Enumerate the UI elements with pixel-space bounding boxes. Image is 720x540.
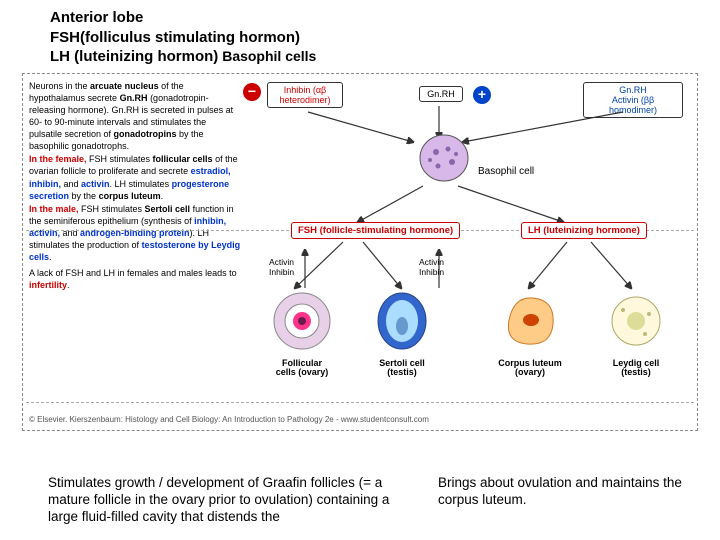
tc-3a: In the male, bbox=[29, 204, 79, 214]
slide-header: Anterior lobe FSH(folliculus stimulating… bbox=[0, 0, 720, 73]
tc-3c: Sertoli cell bbox=[145, 204, 191, 214]
header-line-1: Anterior lobe bbox=[50, 8, 670, 28]
c1b: cells (ovary) bbox=[276, 367, 329, 377]
tc-2l: . bbox=[161, 191, 164, 201]
tc-2k: corpus luteum bbox=[99, 191, 161, 201]
tc-2c: follicular cells bbox=[153, 154, 213, 164]
footer-left: Stimulates growth / development of Graaf… bbox=[48, 475, 408, 526]
basophil-cell-icon bbox=[418, 132, 470, 184]
inhibin-label-2: Inhibin bbox=[419, 268, 444, 277]
credit-text: © Elsevier. Kierszenbaum: Histology and … bbox=[29, 415, 429, 424]
c1a: Follicular bbox=[282, 358, 322, 368]
leydig-cell-icon: Leydig cell(testis) bbox=[599, 290, 673, 370]
inhibin-label-1: Inhibin bbox=[269, 268, 294, 277]
header-line-3a: LH (luteinizing hormon) bbox=[50, 48, 218, 65]
c3a: Corpus luteum bbox=[498, 358, 562, 368]
c3b: (ovary) bbox=[515, 367, 545, 377]
minus-icon: − bbox=[243, 83, 261, 101]
header-line-2: FSH(folliculus stimulating hormon) bbox=[50, 28, 670, 48]
activin-label-2: Activin bbox=[419, 258, 444, 267]
c4a: Leydig cell bbox=[613, 358, 660, 368]
tc-1a: Neurons in the bbox=[29, 81, 90, 91]
tc-2g: activin bbox=[81, 179, 110, 189]
dashed-divider-2 bbox=[26, 402, 694, 403]
arrows-top bbox=[263, 82, 693, 232]
credit-row: © Elsevier. Kierszenbaum: Histology and … bbox=[29, 415, 691, 424]
explanatory-text: Neurons in the arcuate nucleus of the hy… bbox=[29, 80, 241, 292]
tc-3b: FSH stimulates bbox=[79, 204, 145, 214]
tc-2a: In the female, bbox=[29, 154, 87, 164]
tc-1f: gonadotropins bbox=[114, 129, 177, 139]
tc-3j: . bbox=[49, 252, 52, 262]
diagram-container: Neurons in the arcuate nucleus of the hy… bbox=[22, 73, 698, 431]
header-line-3: LH (luteinizing hormon) Basophil cells bbox=[50, 47, 670, 67]
tc-4a: A lack of FSH and LH in females and male… bbox=[29, 268, 237, 278]
sertoli-cell-icon: Sertoli cell(testis) bbox=[365, 290, 439, 370]
header-line-3b: Basophil cells bbox=[218, 48, 316, 64]
tc-4b: infertility bbox=[29, 280, 67, 290]
tc-2h: . LH stimulates bbox=[110, 179, 172, 189]
corpus-luteum-icon: Corpus luteum(ovary) bbox=[493, 290, 567, 370]
footer-captions: Stimulates growth / development of Graaf… bbox=[48, 475, 714, 526]
footer-right: Brings about ovulation and maintains the… bbox=[438, 475, 688, 526]
tc-1d: Gn.RH bbox=[120, 93, 148, 103]
tc-2b: FSH stimulates bbox=[87, 154, 153, 164]
tc-4c: . bbox=[67, 280, 70, 290]
tc-1b: arcuate nucleus bbox=[90, 81, 159, 91]
c2a: Sertoli cell bbox=[379, 358, 425, 368]
tc-2j: by the bbox=[69, 191, 99, 201]
basophil-label: Basophil cell bbox=[478, 166, 534, 177]
c4b: (testis) bbox=[621, 367, 651, 377]
tc-2f: and bbox=[61, 179, 81, 189]
follicular-cell-icon: Follicularcells (ovary) bbox=[265, 290, 339, 370]
c2b: (testis) bbox=[387, 367, 417, 377]
activin-label-1: Activin bbox=[269, 258, 294, 267]
